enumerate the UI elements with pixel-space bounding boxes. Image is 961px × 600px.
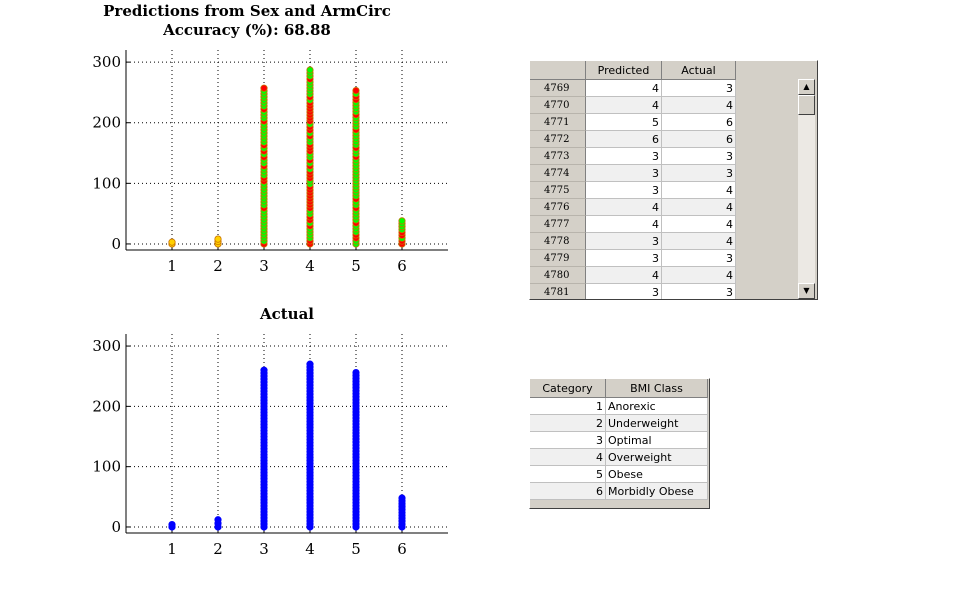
category-cell[interactable]: 1 xyxy=(530,398,606,415)
actual-cell[interactable]: 3 xyxy=(662,148,736,165)
chart1-y-tick-label: 0 xyxy=(111,235,121,253)
bmi-class-column-header[interactable]: BMI Class xyxy=(606,379,708,398)
predicted-cell[interactable]: 3 xyxy=(586,165,662,182)
row-header[interactable]: 4774 xyxy=(530,165,586,182)
chart2-data-point xyxy=(398,494,406,502)
chart2-y-tick-label: 200 xyxy=(92,397,121,415)
actual-cell[interactable]: 6 xyxy=(662,114,736,131)
chart1-data-point xyxy=(214,235,222,243)
chart2-title: Actual xyxy=(259,305,314,323)
actual-cell[interactable]: 4 xyxy=(662,267,736,284)
chart2-x-tick-label: 4 xyxy=(305,540,315,558)
row-header[interactable]: 4772 xyxy=(530,131,586,148)
predicted-cell[interactable]: 4 xyxy=(586,97,662,114)
row-header[interactable]: 4770 xyxy=(530,97,586,114)
chart2-x-tick-label: 2 xyxy=(213,540,223,558)
chart1-x-tick-label: 5 xyxy=(351,257,361,275)
row-header[interactable]: 4776 xyxy=(530,199,586,216)
chart2-data-point xyxy=(260,366,268,374)
actual-cell[interactable]: 4 xyxy=(662,233,736,250)
chart2-x-tick-label: 5 xyxy=(351,540,361,558)
category-cell[interactable]: 5 xyxy=(530,466,606,483)
row-header[interactable]: 4773 xyxy=(530,148,586,165)
chart1-data-point xyxy=(168,238,176,246)
chart2-data-point xyxy=(168,520,176,529)
predicted-cell[interactable]: 3 xyxy=(586,148,662,165)
actual-cell[interactable]: 3 xyxy=(662,80,736,97)
bmi-class-cell[interactable]: Anorexic xyxy=(606,398,708,415)
chart1-x-tick-label: 4 xyxy=(305,257,315,275)
chart2-data-point xyxy=(306,360,314,368)
actual-cell[interactable]: 3 xyxy=(662,165,736,182)
chart1-x-tick-label: 6 xyxy=(397,257,407,275)
row-header[interactable]: 4771 xyxy=(530,114,586,131)
predictions-table[interactable]: Predicted Actual 4769 4 3 4770 4 4 4771 5 6 4772 6… xyxy=(529,60,818,300)
chart1-y-tick-label: 100 xyxy=(92,174,121,192)
predicted-column-header[interactable]: Predicted xyxy=(586,61,662,80)
bmi-class-cell[interactable]: Overweight xyxy=(606,449,708,466)
category-cell[interactable]: 6 xyxy=(530,483,606,500)
vertical-scrollbar[interactable]: ▲ ▼ xyxy=(798,79,815,299)
actual-cell[interactable]: 4 xyxy=(662,216,736,233)
chart1-x-tick-label: 2 xyxy=(213,257,223,275)
chart1-y-tick-label: 200 xyxy=(92,114,121,132)
row-header[interactable]: 4780 xyxy=(530,267,586,284)
actual-cell[interactable]: 6 xyxy=(662,131,736,148)
predicted-cell[interactable]: 3 xyxy=(586,182,662,199)
chart1-data-point xyxy=(398,217,406,225)
category-column-header[interactable]: Category xyxy=(530,379,606,398)
bmi-class-cell[interactable]: Obese xyxy=(606,466,708,483)
bmi-class-cell[interactable]: Morbidly Obese xyxy=(606,483,708,500)
actual-cell[interactable]: 4 xyxy=(662,182,736,199)
category-cell[interactable]: 2 xyxy=(530,415,606,432)
chart2-y-tick-label: 300 xyxy=(92,337,121,355)
predicted-cell[interactable]: 3 xyxy=(586,284,662,299)
scroll-up-arrow-icon[interactable]: ▲ xyxy=(798,79,815,95)
predicted-cell[interactable]: 4 xyxy=(586,80,662,97)
predicted-cell[interactable]: 4 xyxy=(586,267,662,284)
scroll-thumb[interactable] xyxy=(798,95,815,115)
chart2-y-tick-label: 0 xyxy=(111,518,121,536)
chart2-x-tick-label: 3 xyxy=(259,540,269,558)
row-header[interactable]: 4781 xyxy=(530,284,586,299)
table-corner-header xyxy=(530,61,586,80)
row-header[interactable]: 4777 xyxy=(530,216,586,233)
chart1-x-tick-label: 3 xyxy=(259,257,269,275)
actual-cell[interactable]: 3 xyxy=(662,284,736,299)
chart2-y-tick-label: 100 xyxy=(92,458,121,476)
predicted-cell[interactable]: 3 xyxy=(586,250,662,267)
row-header[interactable]: 4779 xyxy=(530,250,586,267)
bmi-class-cell[interactable]: Underweight xyxy=(606,415,708,432)
chart1-data-point xyxy=(352,87,360,95)
chart1-data-point xyxy=(260,84,268,92)
chart1-data-point xyxy=(306,66,314,74)
actual-cell[interactable]: 3 xyxy=(662,250,736,267)
chart2-x-tick-label: 6 xyxy=(397,540,407,558)
category-cell[interactable]: 3 xyxy=(530,432,606,449)
actual-cell[interactable]: 4 xyxy=(662,199,736,216)
predicted-cell[interactable]: 5 xyxy=(586,114,662,131)
chart2-x-tick-label: 1 xyxy=(167,540,177,558)
predicted-cell[interactable]: 6 xyxy=(586,131,662,148)
category-cell[interactable]: 4 xyxy=(530,449,606,466)
chart1-y-tick-label: 300 xyxy=(92,53,121,71)
row-header[interactable]: 4778 xyxy=(530,233,586,250)
category-table[interactable]: Category BMI Class 1 Anorexic 2 Underweight… xyxy=(529,378,710,509)
scroll-down-arrow-icon[interactable]: ▼ xyxy=(798,283,815,299)
row-header[interactable]: 4775 xyxy=(530,182,586,199)
chart2-data-point xyxy=(214,516,222,524)
predicted-cell[interactable]: 3 xyxy=(586,233,662,250)
chart2-data-point xyxy=(352,368,360,377)
bmi-class-cell[interactable]: Optimal xyxy=(606,432,708,449)
actual-cell[interactable]: 4 xyxy=(662,97,736,114)
chart1-title: Predictions from Sex and ArmCirc xyxy=(103,2,391,20)
predicted-cell[interactable]: 4 xyxy=(586,216,662,233)
actual-column-header[interactable]: Actual xyxy=(662,61,736,80)
chart1-subtitle: Accuracy (%): 68.88 xyxy=(162,21,331,39)
row-header[interactable]: 4769 xyxy=(530,80,586,97)
chart1-x-tick-label: 1 xyxy=(167,257,177,275)
predicted-cell[interactable]: 4 xyxy=(586,199,662,216)
